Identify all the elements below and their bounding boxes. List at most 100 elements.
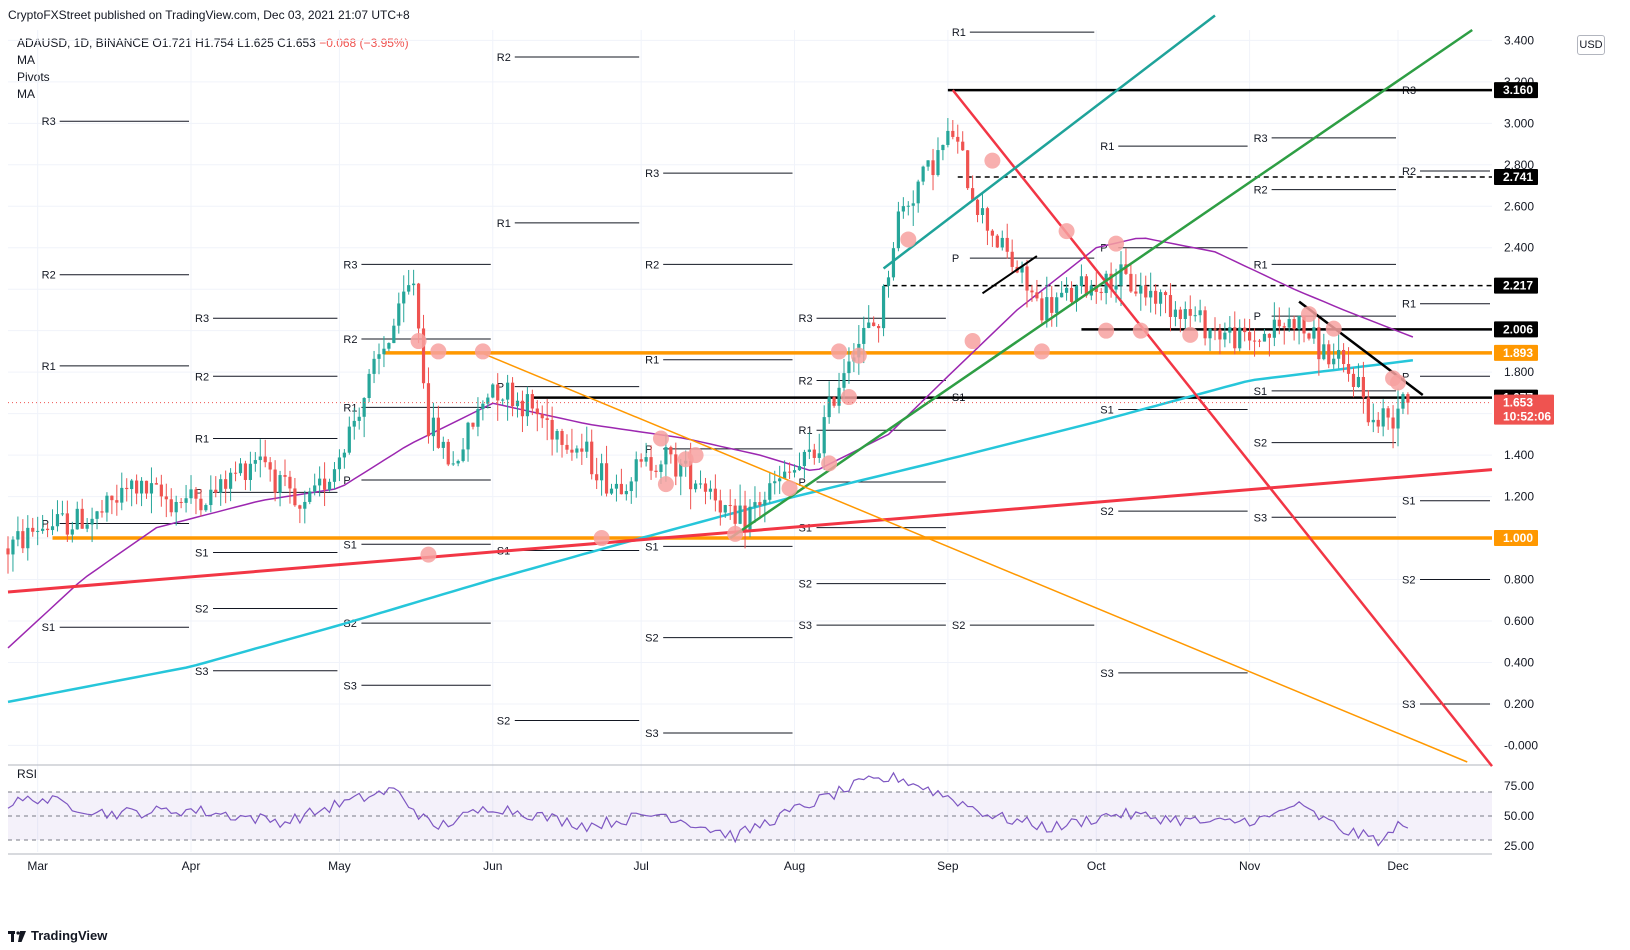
candle-body (1149, 290, 1153, 298)
touch-point (900, 231, 917, 248)
candle-body (174, 501, 178, 513)
candle-body (1025, 266, 1029, 291)
candle-body (1401, 394, 1405, 409)
chart-legend: ADAUSD, 1D, BINANCE O1.721 H1.754 L1.625… (17, 35, 409, 103)
candle-body (387, 343, 391, 349)
candle-body (426, 383, 431, 437)
candle-body (669, 447, 673, 455)
rsi-line (7, 771, 1409, 847)
trend-line (951, 89, 1493, 767)
candle-body (407, 285, 411, 292)
price-tag-label: 1.893 (1503, 346, 1533, 360)
candle-body (85, 524, 89, 529)
candle-body (367, 373, 371, 399)
candle-body (362, 398, 366, 417)
candle-body (881, 285, 886, 329)
pivot-label: S1 (645, 541, 658, 553)
candle-body (1223, 332, 1227, 340)
legend-indicator-ma-1[interactable]: MA (17, 53, 35, 67)
candle-body (313, 485, 317, 492)
candle-body (535, 408, 539, 415)
touch-point (593, 530, 610, 547)
candle-body (1064, 287, 1069, 293)
candle-body (431, 417, 436, 437)
legend-indicator-ma-2[interactable]: MA (17, 87, 35, 101)
candle-body (1406, 394, 1410, 403)
price-tag-label: 2.217 (1503, 279, 1533, 293)
candle-body (243, 463, 248, 480)
month-label: Jun (483, 859, 502, 873)
candle-body (135, 480, 139, 494)
candle-body (1183, 309, 1187, 319)
pivot-label: R2 (1254, 185, 1268, 197)
candle-body (1079, 276, 1084, 287)
candle-body (476, 409, 480, 427)
trend-line (477, 350, 1468, 763)
pivot-label: S3 (195, 666, 208, 678)
price-tag-label: 2.741 (1503, 170, 1533, 184)
price-tick-label: 2.800 (1504, 158, 1534, 172)
ma-short-line (7, 237, 1414, 649)
touch-point (1108, 235, 1125, 252)
candle-body (1193, 315, 1197, 317)
candle-body (985, 208, 990, 231)
candle-body (149, 483, 154, 494)
trend-line (981, 255, 1038, 295)
candle-body (778, 478, 782, 482)
candle-body (763, 499, 767, 506)
candle-body (159, 484, 163, 497)
candle-body (520, 400, 525, 417)
candle-body (639, 459, 643, 462)
candle-body (966, 150, 970, 189)
candle-body (139, 480, 144, 494)
price-tag-box (1494, 321, 1538, 338)
currency-toggle[interactable]: USD (1577, 35, 1605, 55)
candle-body (1317, 327, 1321, 360)
price-tag-box (1494, 344, 1538, 361)
month-label: Dec (1387, 859, 1408, 873)
candle-body (891, 248, 896, 278)
candle-body (1228, 327, 1232, 333)
candle-body (931, 160, 935, 176)
candle-body (1213, 328, 1217, 330)
touch-point (687, 447, 704, 464)
candle-body (693, 483, 698, 490)
candle-body (1005, 237, 1009, 252)
candle-body (21, 531, 25, 549)
candle-body (654, 470, 658, 472)
candle-body (896, 211, 900, 249)
candle-body (956, 136, 960, 142)
candle-body (570, 449, 574, 453)
rsi-tick-label: 25.00 (1504, 839, 1534, 853)
pivot-label: R1 (645, 355, 659, 367)
pivot-label: S1 (1402, 496, 1415, 508)
candle-body (288, 476, 292, 489)
pivot-label: S2 (645, 633, 658, 645)
last-price-label: 1.653 (1503, 396, 1533, 410)
candle-body (1238, 327, 1242, 349)
candle-body (466, 422, 470, 450)
price-tick-label: 1.400 (1504, 448, 1534, 462)
price-tick-label: 3.400 (1504, 33, 1534, 47)
candle-body (877, 326, 881, 329)
candle-body (1099, 291, 1103, 294)
candle-body (1129, 273, 1133, 292)
candle-body (65, 513, 69, 535)
candle-body (372, 358, 376, 374)
pivot-label: R2 (343, 334, 357, 346)
candle-body (1233, 327, 1237, 349)
pivot-label: S3 (343, 680, 356, 692)
candle-body (1262, 333, 1267, 342)
candle-body (461, 449, 465, 461)
legend-indicator-pivots[interactable]: Pivots (17, 70, 50, 84)
candle-body (327, 481, 332, 490)
legend-ohlc: O1.721 H1.754 L1.625 C1.653 (152, 36, 316, 50)
pivot-label: P (195, 487, 202, 499)
rsi-label: RSI (17, 767, 37, 781)
candle-body (748, 506, 752, 531)
pivot-label: S2 (952, 620, 965, 632)
candle-body (753, 502, 757, 507)
touch-point (657, 476, 674, 493)
touch-point (1098, 322, 1115, 339)
